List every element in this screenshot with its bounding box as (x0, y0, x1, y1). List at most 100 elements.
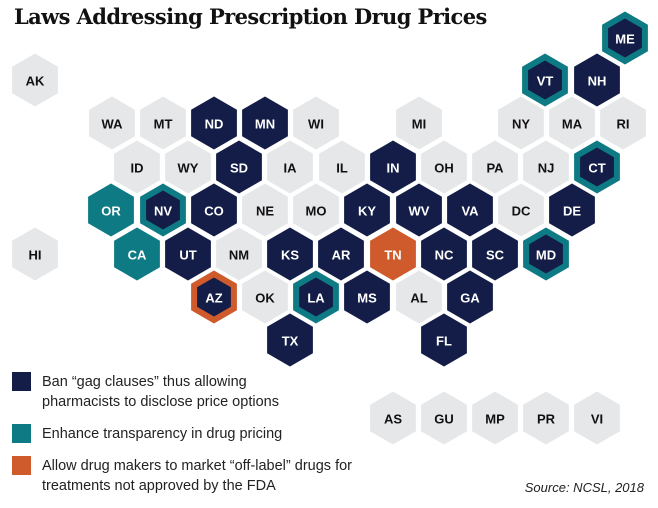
state-hex-md: MD (523, 227, 569, 281)
state-hex-fill (146, 190, 180, 230)
state-hex-nh: NH (574, 53, 620, 107)
state-hex-fill (472, 227, 518, 281)
state-hex-fill (498, 183, 544, 237)
state-hex-ok: OK (242, 270, 288, 324)
state-hex-ma: MA (549, 96, 595, 150)
state-label: AK (26, 74, 45, 89)
state-hex-ga: GA (447, 270, 493, 324)
state-hex-fill (396, 96, 442, 150)
state-hex-ca: CA (114, 227, 160, 281)
state-hex-fill (242, 270, 288, 324)
state-hex-fill (421, 391, 467, 445)
state-hex-nj: NJ (523, 140, 569, 194)
state-hex-ri: RI (600, 96, 646, 150)
state-label: WA (102, 117, 124, 132)
state-hex-fill (114, 227, 160, 281)
state-hex-ky: KY (344, 183, 390, 237)
state-label: ID (131, 161, 144, 176)
state-label: PA (486, 161, 504, 176)
state-hex-fill (447, 270, 493, 324)
legend-label: treatments not approved by the FDA (42, 478, 276, 494)
state-label: KY (358, 204, 376, 219)
state-label: WI (308, 117, 324, 132)
state-label: LA (307, 291, 325, 306)
state-hex-fill (165, 140, 211, 194)
state-label: HI (29, 248, 42, 263)
state-hex-wi: WI (293, 96, 339, 150)
state-hex-fill (396, 183, 442, 237)
state-hex-va: VA (447, 183, 493, 237)
state-hex-ia: IA (267, 140, 313, 194)
state-hex-ct: CT (574, 140, 620, 194)
state-label: RI (617, 117, 630, 132)
state-hex-as: AS (370, 391, 416, 445)
state-label: DE (563, 204, 581, 219)
state-label: IN (387, 161, 400, 176)
state-label: SD (230, 161, 248, 176)
state-hex-dc: DC (498, 183, 544, 237)
state-hex-tx: TX (267, 313, 313, 367)
state-hex-ny: NY (498, 96, 544, 150)
state-hex-vt: VT (522, 53, 568, 107)
state-hex-fill (472, 391, 518, 445)
state-label: CA (128, 248, 147, 263)
state-hex-fill (318, 227, 364, 281)
state-hex-ar: AR (318, 227, 364, 281)
state-hex-fl: FL (421, 313, 467, 367)
state-hex-ms: MS (344, 270, 390, 324)
state-hex-pr: PR (523, 391, 569, 445)
state-hex-vi: VI (574, 391, 620, 445)
state-label: ME (615, 32, 635, 47)
state-hex-sc: SC (472, 227, 518, 281)
state-label: NJ (538, 161, 555, 176)
state-hex-ut: UT (165, 227, 211, 281)
state-hex-fill (370, 140, 416, 194)
state-hex-il: IL (319, 140, 365, 194)
state-label: AL (410, 291, 427, 306)
state-label: NH (588, 74, 607, 89)
state-hex-pa: PA (472, 140, 518, 194)
state-hex-fill (242, 96, 288, 150)
state-hex-fill (421, 227, 467, 281)
state-hex-fill (344, 270, 390, 324)
state-label: MN (255, 117, 275, 132)
state-label: MI (412, 117, 426, 132)
state-label: PR (537, 412, 556, 427)
state-label: GU (434, 412, 454, 427)
state-hex-fill (472, 140, 518, 194)
state-hex-de: DE (549, 183, 595, 237)
state-hex-fill (293, 183, 339, 237)
state-hex-wv: WV (396, 183, 442, 237)
state-label: AS (384, 412, 402, 427)
state-hex-az: AZ (191, 270, 237, 324)
state-label: VI (591, 412, 603, 427)
legend-label: Ban “gag clauses” thus allowing (42, 374, 247, 390)
state-hex-fill (447, 183, 493, 237)
state-hex-fill (498, 96, 544, 150)
state-hex-fill (370, 391, 416, 445)
state-hex-la: LA (293, 270, 339, 324)
state-hex-ak: AK (12, 53, 58, 107)
state-label: OH (434, 161, 454, 176)
state-hex-nd: ND (191, 96, 237, 150)
state-hex-fill (216, 227, 262, 281)
state-hex-fill (549, 183, 595, 237)
state-label: WV (409, 204, 430, 219)
state-hex-fill (140, 96, 186, 150)
state-hex-fill (549, 96, 595, 150)
state-label: MS (357, 291, 377, 306)
state-label: CO (204, 204, 224, 219)
legend-label: pharmacists to disclose price options (42, 394, 279, 410)
state-hex-wa: WA (89, 96, 135, 150)
legend-label: Allow drug makers to market “off-label” … (42, 458, 352, 474)
state-hex-fill (89, 96, 135, 150)
state-hex-fill (608, 18, 642, 58)
state-hex-id: ID (114, 140, 160, 194)
state-label: KS (281, 248, 299, 263)
source-note: Source: NCSL, 2018 (524, 480, 644, 495)
state-label: VT (537, 74, 554, 89)
state-label: AZ (205, 291, 222, 306)
state-hex-fill (267, 227, 313, 281)
state-hex-mo: MO (293, 183, 339, 237)
state-hex-fill (319, 140, 365, 194)
